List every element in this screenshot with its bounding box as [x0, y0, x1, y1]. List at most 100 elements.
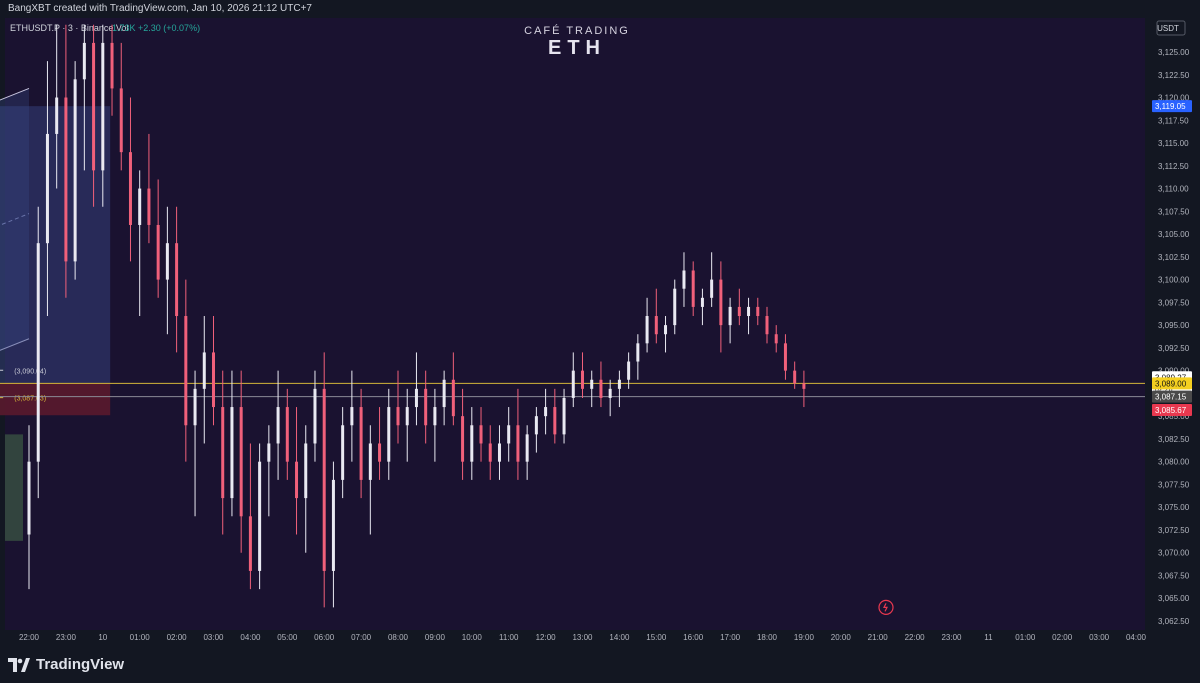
candle-body[interactable]	[645, 316, 649, 344]
candle-body[interactable]	[258, 461, 262, 571]
candle-body[interactable]	[45, 133, 49, 244]
candle-body[interactable]	[128, 152, 132, 225]
candle-body[interactable]	[27, 461, 31, 535]
candle-body[interactable]	[138, 188, 142, 225]
candle-body[interactable]	[747, 306, 751, 317]
candle-body[interactable]	[700, 297, 704, 307]
candle-body[interactable]	[285, 407, 289, 462]
candle-body[interactable]	[774, 334, 778, 344]
candle-body[interactable]	[276, 407, 280, 444]
candle-body[interactable]	[756, 306, 760, 317]
candle-body[interactable]	[230, 407, 234, 499]
candle-body[interactable]	[64, 97, 68, 262]
candle-body[interactable]	[627, 361, 631, 380]
candle-body[interactable]	[710, 279, 714, 298]
candle-body[interactable]	[405, 407, 409, 426]
candle-body[interactable]	[682, 270, 686, 289]
candle-body[interactable]	[119, 88, 123, 153]
x-tick-label: 01:00	[130, 633, 151, 642]
candle-body[interactable]	[719, 279, 723, 326]
candle-body[interactable]	[221, 407, 225, 499]
candle-body[interactable]	[737, 306, 741, 317]
candle-body[interactable]	[507, 425, 511, 444]
candle-body[interactable]	[387, 407, 391, 462]
price-tag-2[interactable]	[1152, 377, 1192, 390]
candle-body[interactable]	[147, 188, 151, 225]
candle-body[interactable]	[239, 407, 243, 517]
alert-icon[interactable]	[878, 599, 894, 615]
candle-body[interactable]	[793, 370, 797, 384]
candle-body[interactable]	[92, 42, 96, 171]
level-label-0: (3,090.04)	[14, 368, 46, 375]
candle-body[interactable]	[590, 379, 594, 389]
candle-body[interactable]	[433, 407, 437, 426]
candle-body[interactable]	[664, 325, 668, 335]
candle-body[interactable]	[110, 42, 114, 89]
candle-body[interactable]	[802, 383, 806, 389]
candle-body[interactable]	[451, 379, 455, 417]
candle-body[interactable]	[571, 370, 575, 398]
candle-body[interactable]	[36, 243, 40, 462]
candle-body[interactable]	[304, 443, 308, 499]
candle-body[interactable]	[331, 479, 335, 571]
candle-body[interactable]	[184, 316, 188, 426]
candle-body[interactable]	[461, 416, 465, 462]
candle-body[interactable]	[202, 352, 206, 389]
candle-body[interactable]	[553, 407, 557, 435]
candle-body[interactable]	[728, 306, 732, 326]
candle-body[interactable]	[55, 97, 59, 134]
candle-body[interactable]	[396, 407, 400, 426]
candle-body[interactable]	[654, 316, 658, 335]
position-stop-zone[interactable]	[0, 383, 111, 416]
candle-body[interactable]	[608, 388, 612, 398]
y-tick-label: 3,067.50	[1158, 571, 1190, 580]
candle-body[interactable]	[636, 343, 640, 362]
price-tag-3[interactable]	[1152, 390, 1192, 403]
candle-body[interactable]	[414, 388, 418, 408]
candle-body[interactable]	[73, 79, 77, 262]
candle-body[interactable]	[442, 379, 446, 408]
price-axis-panel	[1145, 18, 1200, 648]
candle-body[interactable]	[165, 243, 169, 280]
candle-body[interactable]	[544, 407, 548, 417]
candle-body[interactable]	[101, 42, 105, 171]
candle-body[interactable]	[378, 443, 382, 462]
candle-body[interactable]	[341, 425, 345, 480]
candle-body[interactable]	[691, 270, 695, 307]
candle-body[interactable]	[424, 388, 428, 426]
candle-body[interactable]	[470, 425, 474, 462]
candle-body[interactable]	[562, 397, 566, 435]
candle-body[interactable]	[193, 388, 197, 426]
tradingview-brand[interactable]: TradingView	[8, 656, 124, 673]
price-tag-4[interactable]	[1152, 404, 1192, 417]
candle-body[interactable]	[783, 343, 787, 371]
candle-body[interactable]	[248, 516, 252, 571]
candle-body[interactable]	[82, 42, 86, 80]
candle-body[interactable]	[313, 388, 317, 444]
y-tick-label: 3,110.00	[1158, 185, 1189, 194]
candle-body[interactable]	[359, 407, 363, 480]
candle-body[interactable]	[368, 443, 372, 480]
candle-body[interactable]	[765, 316, 769, 335]
candle-body[interactable]	[516, 425, 520, 462]
currency-button[interactable]	[1156, 20, 1186, 36]
candle-body[interactable]	[534, 416, 538, 435]
candle-body[interactable]	[525, 434, 529, 462]
price-tag-0[interactable]	[1152, 100, 1192, 113]
candle-body[interactable]	[156, 224, 160, 280]
candle-body[interactable]	[497, 443, 501, 462]
candle-body[interactable]	[267, 443, 271, 462]
candle-body[interactable]	[617, 379, 621, 389]
candle-body[interactable]	[175, 243, 179, 317]
candle-body[interactable]	[212, 352, 215, 408]
candle-body[interactable]	[673, 288, 677, 326]
candle-body[interactable]	[295, 461, 299, 499]
candle-body[interactable]	[581, 370, 584, 389]
candle-body[interactable]	[488, 443, 492, 462]
candle-body[interactable]	[479, 425, 483, 444]
candle-body[interactable]	[322, 388, 326, 571]
candle-body[interactable]	[599, 379, 603, 398]
candle-body[interactable]	[350, 407, 354, 426]
position-target-zone[interactable]	[0, 106, 111, 384]
